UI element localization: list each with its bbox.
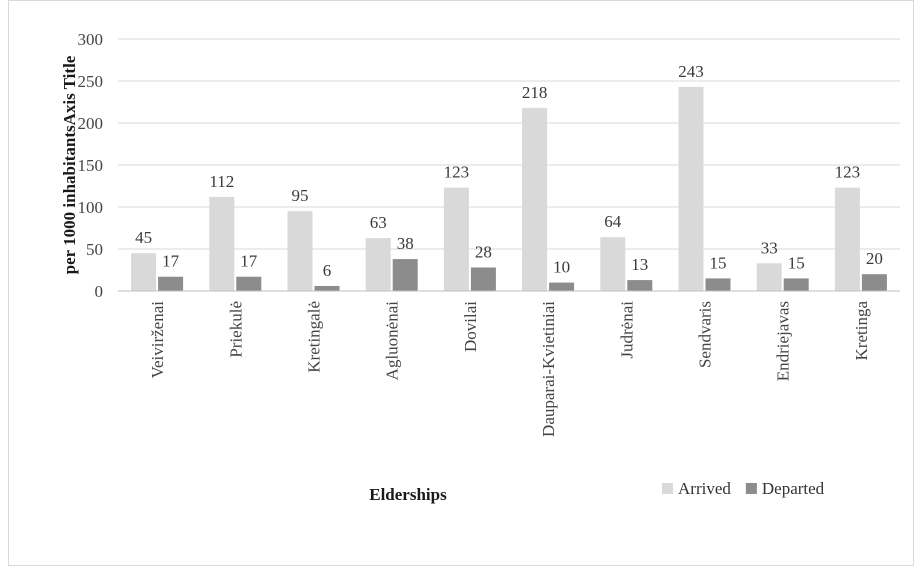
data-label-arrived: 95 [292, 186, 309, 205]
y-tick-label: 300 [78, 30, 104, 49]
x-tick-label: Kretingalė [305, 301, 324, 373]
bar-departed [549, 282, 575, 291]
data-label-arrived: 64 [604, 212, 622, 231]
data-label-arrived: 123 [835, 163, 861, 182]
y-tick-label: 250 [78, 72, 104, 91]
x-tick-label: Judrėnai [617, 301, 636, 359]
legend-label-arrived: Arrived [678, 479, 731, 498]
data-label-arrived: 112 [209, 172, 234, 191]
bar-arrived [443, 187, 469, 291]
data-label-departed: 28 [475, 242, 492, 261]
x-tick-label: Veivirženai [148, 301, 167, 379]
data-label-departed: 38 [397, 234, 414, 253]
bars [131, 86, 887, 291]
y-axis-ticks: 0 50 100 150 200 250 300 [78, 30, 104, 301]
bar-arrived [756, 263, 782, 291]
y-tick-label: 150 [78, 156, 104, 175]
bar-departed [236, 276, 262, 291]
bar-arrived [600, 237, 626, 291]
x-axis-ticks: Veivirženai Priekulė Kretingalė Agluonėnai D… [148, 301, 871, 437]
data-label-arrived: 243 [678, 62, 704, 81]
data-label-arrived: 33 [761, 238, 778, 257]
legend-swatch-arrived [662, 483, 673, 494]
bar-departed [627, 280, 653, 291]
bar-departed [158, 276, 184, 291]
bar-departed [783, 278, 809, 291]
bar-arrived [678, 86, 704, 291]
y-tick-label: 0 [95, 282, 104, 301]
gridlines [118, 38, 900, 250]
data-label-departed: 15 [788, 253, 805, 272]
data-labels: 45 17 112 17 95 6 63 38 123 28 218 10 64 13 243 15 33 15 1… [135, 62, 883, 280]
data-label-departed: 6 [323, 261, 332, 280]
data-label-arrived: 63 [370, 213, 387, 232]
y-tick-label: 100 [78, 198, 104, 217]
legend-label-departed: Departed [762, 479, 825, 498]
data-label-departed: 15 [710, 253, 727, 272]
bar-arrived [365, 238, 391, 291]
bar-departed [861, 274, 887, 291]
data-label-departed: 17 [240, 252, 258, 271]
bar-arrived [209, 196, 235, 291]
data-label-departed: 20 [866, 249, 883, 268]
x-tick-label: Endriejavas [774, 301, 793, 381]
x-axis-title: Elderships [369, 485, 447, 504]
data-label-arrived: 218 [522, 83, 548, 102]
x-tick-label: Kretinga [852, 301, 871, 361]
data-label-departed: 13 [631, 255, 648, 274]
x-tick-label: Dovilai [461, 301, 480, 352]
data-label-departed: 10 [553, 258, 570, 277]
bar-arrived [834, 187, 860, 291]
data-label-arrived: 123 [444, 163, 470, 182]
x-tick-label: Sendvaris [696, 301, 715, 368]
bar-arrived [522, 107, 548, 291]
bar-departed [470, 267, 496, 291]
bar-arrived [131, 253, 157, 291]
legend-swatch-departed [745, 483, 757, 494]
legend: Arrived Departed [662, 479, 825, 498]
y-axis-title: per 1000 inhabitantsAxis Title [60, 55, 79, 274]
data-label-arrived: 45 [135, 228, 152, 247]
bar-departed [392, 259, 418, 291]
x-tick-label: Agluonėnai [383, 301, 402, 381]
y-tick-label: 200 [78, 114, 104, 133]
bar-departed [705, 278, 731, 291]
x-tick-label: Dauparai-Kvietiniai [539, 301, 558, 437]
y-tick-label: 50 [86, 240, 103, 259]
data-label-departed: 17 [162, 252, 180, 271]
bar-arrived [287, 211, 313, 291]
bar-departed [314, 285, 340, 291]
x-tick-label: Priekulė [226, 301, 245, 358]
